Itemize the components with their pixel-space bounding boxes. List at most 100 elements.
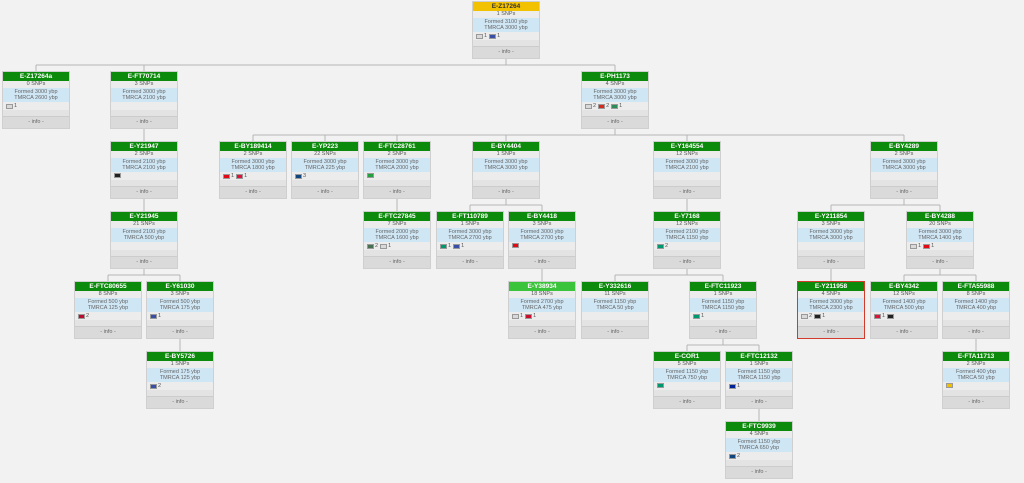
haplogroup-node[interactable]: E-Y211854 3 SNPs Formed 3000 ybp TMRCA 3000…	[797, 211, 865, 269]
haplogroup-node[interactable]: E-FTC27845 7 SNPs Formed 2000 ybp TMRCA 160…	[363, 211, 431, 269]
node-label: E-FT110789	[437, 212, 503, 221]
node-formed: Formed 3000 ybp	[231, 159, 275, 165]
node-info-link[interactable]: - info -	[75, 326, 141, 338]
node-ages: Formed 3000 ybp TMRCA 2100 ybp	[111, 88, 177, 102]
node-formed: Formed 3000 ybp	[448, 229, 492, 235]
node-info-link[interactable]: - info -	[690, 326, 756, 338]
node-ages: Formed 2100 ybp TMRCA 1150 ybp	[654, 228, 720, 242]
haplogroup-node[interactable]: E-Z17264a 0 SNPs Formed 3000 ybp TMRCA 2600…	[2, 71, 70, 129]
node-snp-count: 3 SNPs	[509, 221, 575, 228]
node-info-link[interactable]: - info -	[111, 116, 177, 128]
node-info-link[interactable]: - info -	[582, 116, 648, 128]
node-snp-count: 20 SNPs	[907, 221, 973, 228]
node-info-link[interactable]: - info -	[111, 256, 177, 268]
node-info-link[interactable]: - info -	[111, 186, 177, 198]
node-country-flags	[509, 242, 575, 250]
node-ages: Formed 1400 ybp TMRCA 400 ybp	[943, 298, 1009, 312]
node-tmrca: TMRCA 50 ybp	[596, 305, 634, 311]
haplogroup-node[interactable]: E-FTC80655 8 SNPs Formed 500 ybp TMRCA 125 …	[74, 281, 142, 339]
node-label: E-Y164554	[654, 142, 720, 151]
node-info-link[interactable]: - info -	[726, 396, 792, 408]
node-info-link[interactable]: - info -	[654, 186, 720, 198]
haplogroup-node[interactable]: E-FTA55988 8 SNPs Formed 1400 ybp TMRCA 400…	[942, 281, 1010, 339]
node-info-link[interactable]: - info -	[943, 326, 1009, 338]
node-info-link[interactable]: - info -	[871, 186, 937, 198]
haplogroup-node[interactable]: E-BY4288 20 SNPs Formed 3000 ybp TMRCA 1400…	[906, 211, 974, 269]
node-info-link[interactable]: - info -	[509, 326, 575, 338]
haplogroup-node[interactable]: E-BY4418 3 SNPs Formed 3000 ybp TMRCA 2700 …	[508, 211, 576, 269]
node-info-link[interactable]: - info -	[509, 256, 575, 268]
node-snp-count: 12 SNPs	[871, 291, 937, 298]
node-info-link[interactable]: - info -	[220, 186, 286, 198]
country-flag-icon	[512, 243, 519, 249]
node-info-link[interactable]: - info -	[364, 186, 430, 198]
haplogroup-node[interactable]: E-Y21945 21 SNPs Formed 2100 ybp TMRCA 500 …	[110, 211, 178, 269]
haplogroup-node[interactable]: E-Y7168 12 SNPs Formed 2100 ybp TMRCA 1150 …	[653, 211, 721, 269]
node-info-link[interactable]: - info -	[907, 256, 973, 268]
node-snp-count: 1 SNPs	[473, 11, 539, 18]
haplogroup-node[interactable]: E-FTC28761 2 SNPs Formed 3000 ybp TMRCA 200…	[363, 141, 431, 199]
node-info-link[interactable]: - info -	[3, 116, 69, 128]
node-country-flags	[582, 312, 648, 320]
node-info-link[interactable]: - info -	[654, 396, 720, 408]
node-formed: Formed 3000 ybp	[882, 159, 926, 165]
node-info-link[interactable]: - info -	[582, 326, 648, 338]
node-ages: Formed 3000 ybp TMRCA 3000 ybp	[473, 158, 539, 172]
haplogroup-node[interactable]: E-COR1 5 SNPs Formed 1150 ybp TMRCA 750 ybp…	[653, 351, 721, 409]
node-info-link[interactable]: - info -	[726, 466, 792, 478]
node-label: E-FTC9939	[726, 422, 792, 431]
node-tmrca: TMRCA 175 ybp	[159, 305, 201, 311]
node-snp-count: 12 SNPs	[654, 151, 720, 158]
country-count: 2	[375, 243, 379, 249]
country-flag-icon	[946, 383, 953, 389]
node-country-flags	[654, 382, 720, 390]
country-flag-icon	[380, 243, 388, 249]
haplogroup-node[interactable]: E-FT110789 1 SNPs Formed 3000 ybp TMRCA 270…	[436, 211, 504, 269]
haplogroup-node[interactable]: E-Y332616 11 SNPs Formed 1150 ybp TMRCA 50 …	[581, 281, 649, 339]
haplogroup-node[interactable]: E-PH1173 4 SNPs Formed 3000 ybp TMRCA 3000 …	[581, 71, 649, 129]
haplogroup-node[interactable]: E-BY5726 1 SNPs Formed 175 ybp TMRCA 125 yb…	[146, 351, 214, 409]
haplogroup-node[interactable]: E-BY4289 2 SNPs Formed 3000 ybp TMRCA 3000 …	[870, 141, 938, 199]
haplogroup-node[interactable]: E-Y211958 4 SNPs Formed 3000 ybp TMRCA 2300…	[797, 281, 865, 339]
haplogroup-node[interactable]: E-FTC9939 4 SNPs Formed 1150 ybp TMRCA 650 …	[725, 421, 793, 479]
haplogroup-node[interactable]: E-Y21947 2 SNPs Formed 2100 ybp TMRCA 2100 …	[110, 141, 178, 199]
haplogroup-node[interactable]: E-BY4404 1 SNPs Formed 3000 ybp TMRCA 3000 …	[472, 141, 540, 199]
node-tmrca: TMRCA 1800 ybp	[231, 165, 275, 171]
haplogroup-node[interactable]: E-Y164554 12 SNPs Formed 3000 ybp TMRCA 210…	[653, 141, 721, 199]
node-info-link[interactable]: - info -	[798, 326, 864, 338]
node-info-link[interactable]: - info -	[798, 256, 864, 268]
haplogroup-node[interactable]: E-FTC11923 1 SNPs Formed 1150 ybp TMRCA 115…	[689, 281, 757, 339]
node-tmrca: TMRCA 2600 ybp	[14, 95, 58, 101]
node-info-link[interactable]: - info -	[364, 256, 430, 268]
node-info-link[interactable]: - info -	[292, 186, 358, 198]
node-info-link[interactable]: - info -	[943, 396, 1009, 408]
node-country-flags: 3	[292, 172, 358, 180]
country-flag-icon	[489, 33, 497, 39]
haplogroup-node[interactable]: E-FT70714 3 SNPs Formed 3000 ybp TMRCA 2100…	[110, 71, 178, 129]
node-ages: Formed 1150 ybp TMRCA 1150 ybp	[726, 368, 792, 382]
country-count: 1	[619, 103, 623, 109]
haplogroup-node[interactable]: E-BY189414 2 SNPs Formed 3000 ybp TMRCA 180…	[219, 141, 287, 199]
country-flag-icon	[887, 313, 895, 319]
node-info-link[interactable]: - info -	[473, 46, 539, 58]
node-formed: Formed 1150 ybp	[665, 369, 709, 375]
haplogroup-node[interactable]: E-FTA11713 2 SNPs Formed 400 ybp TMRCA 50 y…	[942, 351, 1010, 409]
haplogroup-node[interactable]: E-FTC12132 1 SNPs Formed 1150 ybp TMRCA 115…	[725, 351, 793, 409]
node-info-link[interactable]: - info -	[437, 256, 503, 268]
haplogroup-node[interactable]: E-YP223 22 SNPs Formed 3000 ybp TMRCA 225 y…	[291, 141, 359, 199]
country-count: 1	[158, 313, 162, 319]
country-flag-icon	[295, 173, 302, 179]
haplogroup-node[interactable]: E-Y38934 18 SNPs Formed 2700 ybp TMRCA 475 …	[508, 281, 576, 339]
haplogroup-node[interactable]: E-Z17264 1 SNPs Formed 3100 ybp TMRCA 3000 …	[472, 1, 540, 59]
node-info-link[interactable]: - info -	[871, 326, 937, 338]
node-info-link[interactable]: - info -	[473, 186, 539, 198]
node-info-link[interactable]: - info -	[147, 396, 213, 408]
node-info-link[interactable]: - info -	[654, 256, 720, 268]
haplogroup-node[interactable]: E-BY4342 12 SNPs Formed 1400 ybp TMRCA 500 …	[870, 281, 938, 339]
country-flag-icon	[453, 243, 461, 249]
node-info-link[interactable]: - info -	[147, 326, 213, 338]
node-ages: Formed 2700 ybp TMRCA 475 ybp	[509, 298, 575, 312]
node-tmrca: TMRCA 2700 ybp	[448, 235, 492, 241]
haplogroup-node[interactable]: E-Y61030 3 SNPs Formed 500 ybp TMRCA 175 yb…	[146, 281, 214, 339]
node-snp-count: 3 SNPs	[147, 291, 213, 298]
